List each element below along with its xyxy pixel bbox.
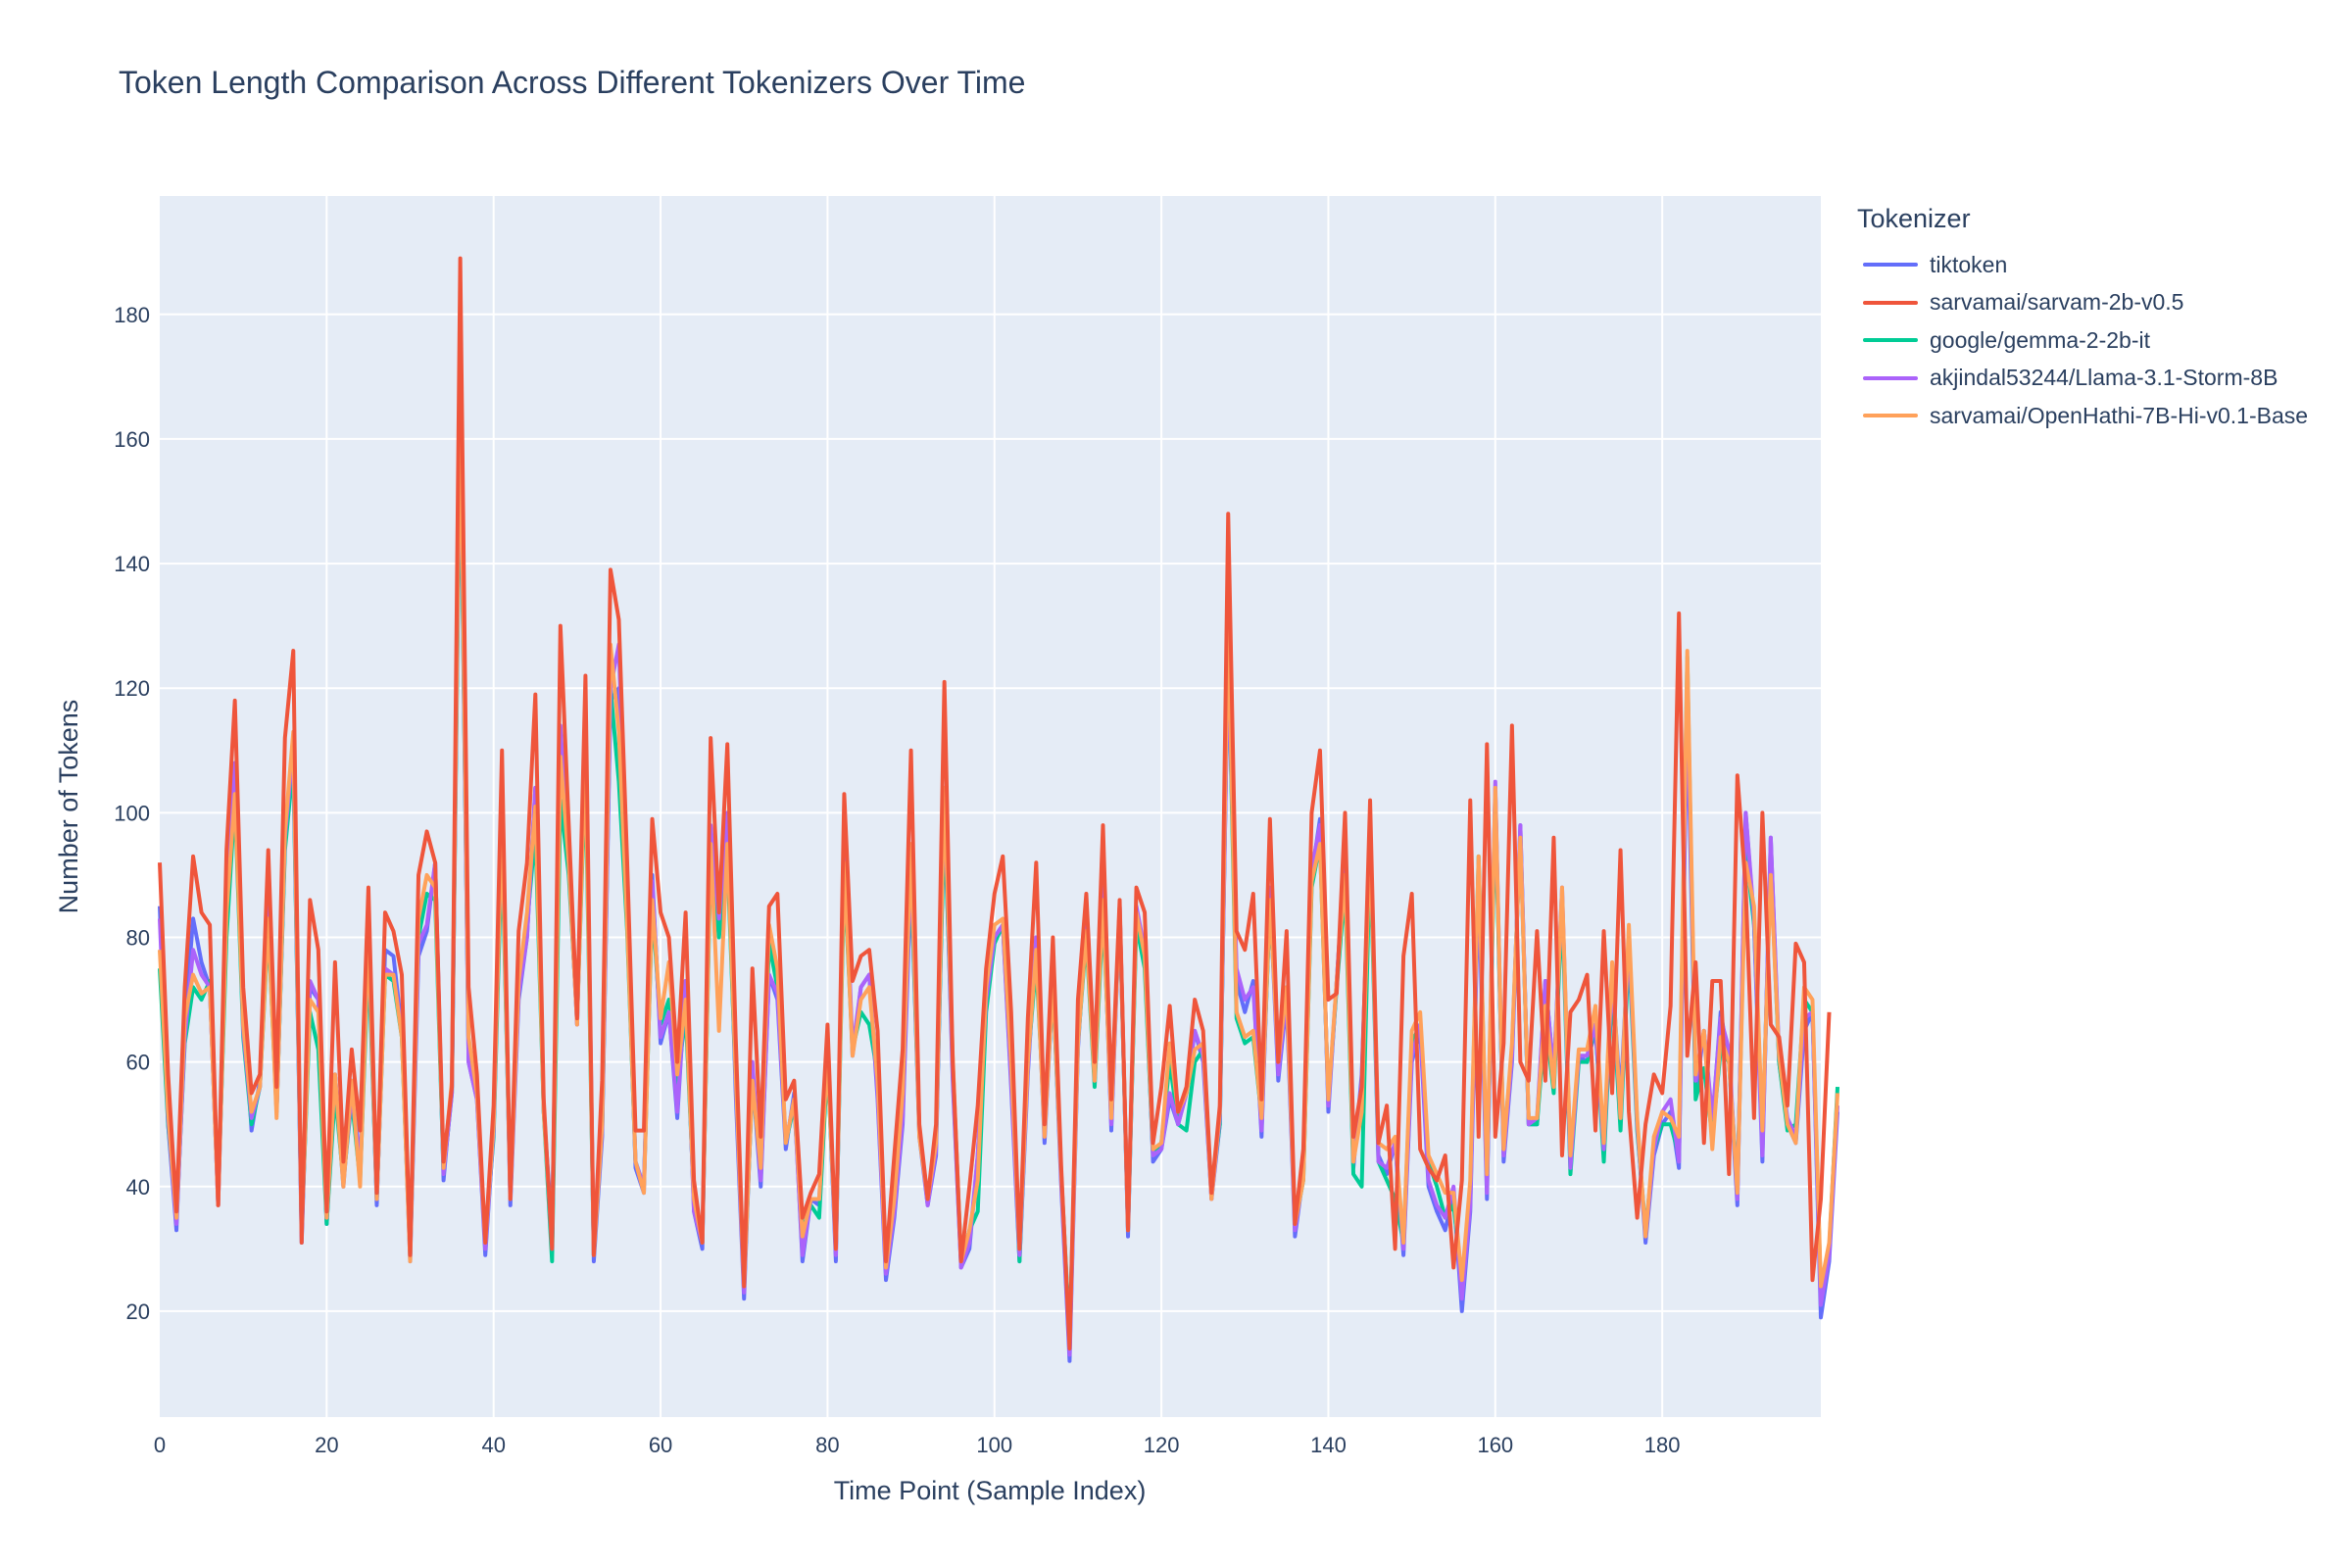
series-layer bbox=[158, 256, 1840, 1363]
legend-swatch bbox=[1863, 263, 1918, 268]
y-tick-label: 80 bbox=[126, 926, 150, 951]
y-tick-label: 140 bbox=[114, 552, 150, 576]
series-line-2 bbox=[158, 256, 1832, 1351]
y-tick-label: 180 bbox=[114, 303, 150, 327]
legend-label: sarvamai/sarvam-2b-v0.5 bbox=[1930, 289, 2184, 316]
legend-label: google/gemma-2-2b-it bbox=[1930, 326, 2151, 353]
y-tick-label: 120 bbox=[114, 676, 150, 701]
legend-swatch bbox=[1863, 414, 1918, 418]
x-tick-label: 0 bbox=[154, 1433, 166, 1457]
x-tick-label: 160 bbox=[1477, 1433, 1513, 1457]
legend-title: Tokenizer bbox=[1857, 204, 1971, 233]
legend: Tokenizer tiktoken sarvamai/sarvam-2b-v0.… bbox=[1857, 204, 2308, 435]
x-axis-ticks: 0 20 40 60 80 100 120 140 160 180 bbox=[154, 1433, 1681, 1457]
legend-label: tiktoken bbox=[1930, 251, 2008, 277]
legend-item-2[interactable]: sarvamai/sarvam-2b-v0.5 bbox=[1857, 284, 2308, 322]
x-axis-title: Time Point (Sample Index) bbox=[834, 1476, 1147, 1505]
y-axis-ticks: 20 40 60 80 100 120 140 160 180 bbox=[114, 303, 150, 1324]
legend-swatch bbox=[1863, 338, 1918, 343]
y-tick-label: 20 bbox=[126, 1299, 150, 1324]
x-tick-label: 60 bbox=[649, 1433, 672, 1457]
y-tick-label: 60 bbox=[126, 1051, 150, 1075]
legend-item-1[interactable]: tiktoken bbox=[1857, 246, 2308, 284]
legend-item-3[interactable]: google/gemma-2-2b-it bbox=[1857, 321, 2308, 360]
plot-background bbox=[160, 196, 1821, 1417]
x-tick-label: 100 bbox=[976, 1433, 1012, 1457]
x-tick-label: 120 bbox=[1144, 1433, 1180, 1457]
legend-items: tiktoken sarvamai/sarvam-2b-v0.5 google/ge… bbox=[1857, 246, 2308, 435]
x-tick-label: 20 bbox=[315, 1433, 338, 1457]
y-tick-label: 100 bbox=[114, 801, 150, 825]
y-tick-label: 160 bbox=[114, 427, 150, 452]
x-tick-label: 180 bbox=[1644, 1433, 1681, 1457]
y-axis-title: Number of Tokens bbox=[54, 700, 83, 914]
x-tick-label: 40 bbox=[481, 1433, 505, 1457]
y-tick-label: 40 bbox=[126, 1175, 150, 1200]
x-tick-label: 80 bbox=[815, 1433, 839, 1457]
chart-title: Token Length Comparison Across Different… bbox=[119, 65, 1026, 100]
legend-label: sarvamai/OpenHathi-7B-Hi-v0.1-Base bbox=[1930, 402, 2309, 428]
legend-item-5[interactable]: sarvamai/OpenHathi-7B-Hi-v0.1-Base bbox=[1857, 397, 2308, 435]
legend-item-4[interactable]: akjindal53244/Llama-3.1-Storm-8B bbox=[1857, 360, 2308, 398]
legend-swatch bbox=[1863, 300, 1918, 305]
legend-swatch bbox=[1863, 375, 1918, 380]
x-tick-label: 140 bbox=[1310, 1433, 1347, 1457]
legend-label: akjindal53244/Llama-3.1-Storm-8B bbox=[1930, 365, 2278, 391]
